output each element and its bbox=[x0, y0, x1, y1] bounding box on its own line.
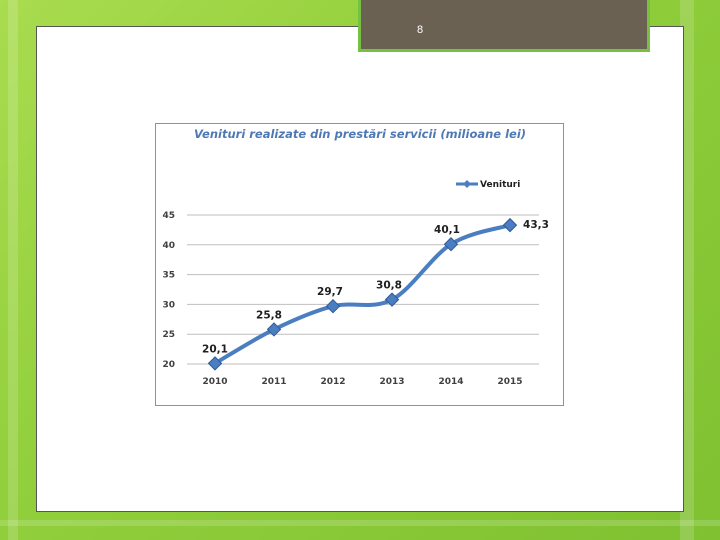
data-label: 29,7 bbox=[317, 286, 343, 298]
legend-marker bbox=[463, 180, 471, 188]
y-tick-label: 45 bbox=[162, 211, 175, 221]
x-tick-label: 2012 bbox=[320, 377, 345, 387]
data-point bbox=[325, 298, 341, 314]
data-label: 43,3 bbox=[523, 219, 549, 231]
line-chart: Venituri realizate din prestări servicii… bbox=[162, 127, 549, 387]
data-point bbox=[443, 236, 459, 252]
y-tick-label: 25 bbox=[162, 330, 175, 340]
data-point bbox=[266, 322, 282, 337]
data-point bbox=[207, 356, 223, 371]
y-tick-label: 30 bbox=[162, 300, 175, 310]
x-tick-label: 2013 bbox=[379, 377, 404, 387]
y-tick-label: 35 bbox=[162, 271, 175, 281]
data-point bbox=[384, 292, 400, 307]
y-tick-label: 20 bbox=[162, 360, 175, 370]
data-label: 40,1 bbox=[434, 224, 460, 236]
x-tick-label: 2015 bbox=[497, 377, 522, 387]
data-label: 20,1 bbox=[202, 343, 228, 355]
series-line-venituri bbox=[213, 223, 512, 366]
data-point bbox=[502, 217, 518, 233]
chart-frame: Venituri realizate din prestări servicii… bbox=[155, 123, 564, 406]
page-number: 8 bbox=[417, 24, 424, 36]
chart-title: Venituri realizate din prestări servicii… bbox=[194, 127, 526, 141]
x-tick-label: 2014 bbox=[438, 377, 463, 387]
x-tick-label: 2010 bbox=[202, 377, 227, 387]
legend-label: Venituri bbox=[480, 180, 520, 190]
data-label: 30,8 bbox=[376, 280, 402, 292]
page-number-tab: 8 bbox=[358, 0, 650, 52]
y-tick-label: 40 bbox=[162, 241, 175, 251]
x-tick-label: 2011 bbox=[261, 377, 286, 387]
data-label: 25,8 bbox=[256, 309, 282, 321]
